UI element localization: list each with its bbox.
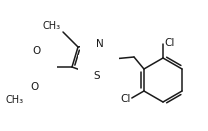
Text: CH₃: CH₃ — [6, 95, 24, 105]
Text: O: O — [33, 46, 41, 56]
Text: CH₃: CH₃ — [43, 21, 61, 31]
Text: S: S — [94, 71, 100, 81]
Text: O: O — [31, 82, 39, 92]
Text: Cl: Cl — [120, 94, 131, 104]
Text: Cl: Cl — [164, 38, 174, 48]
Text: N: N — [96, 39, 104, 49]
